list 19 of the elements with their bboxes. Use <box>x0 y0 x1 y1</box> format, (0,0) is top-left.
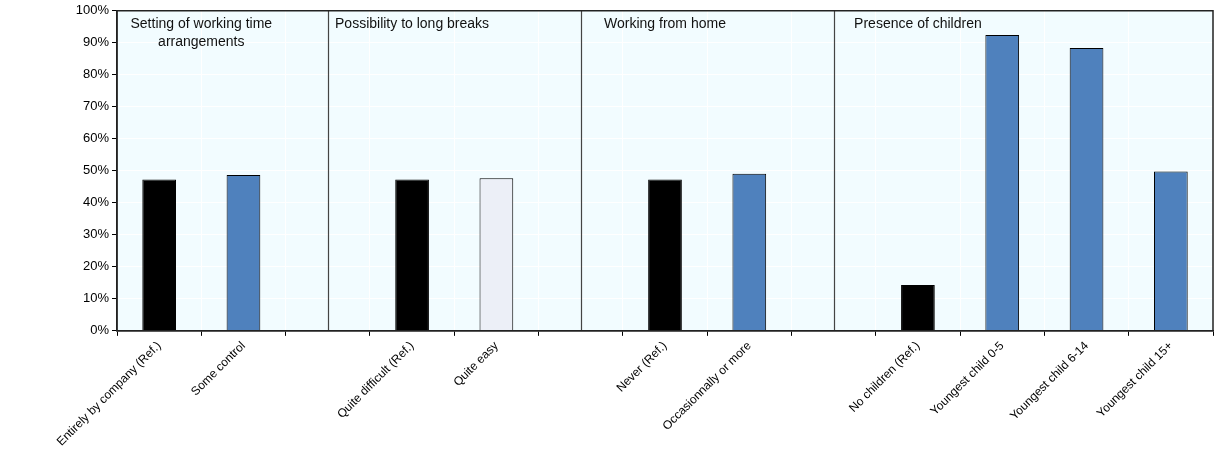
y-tick-label: 10% <box>82 290 110 306</box>
annotation: Possibility to long breaks <box>334 14 491 32</box>
y-tick-label: 0% <box>90 322 110 338</box>
annotation: Working from home <box>603 14 727 32</box>
annotation: Setting of working time arrangements <box>129 14 274 50</box>
y-tick-label: 40% <box>82 194 110 210</box>
y-tick-label: 20% <box>82 258 110 274</box>
bar <box>142 179 177 331</box>
y-tick-label: 60% <box>82 130 110 146</box>
y-tick-label: 100% <box>75 2 110 18</box>
bar <box>901 285 935 331</box>
annotation: Presence of children <box>853 14 983 32</box>
y-tick-label: 90% <box>82 34 110 50</box>
bar <box>395 179 429 331</box>
y-tick-label: 50% <box>82 162 110 178</box>
y-tick-label: 70% <box>82 98 110 114</box>
y-tick-label: 30% <box>82 226 110 242</box>
bar <box>648 179 682 331</box>
y-tick-label: 80% <box>82 66 110 82</box>
